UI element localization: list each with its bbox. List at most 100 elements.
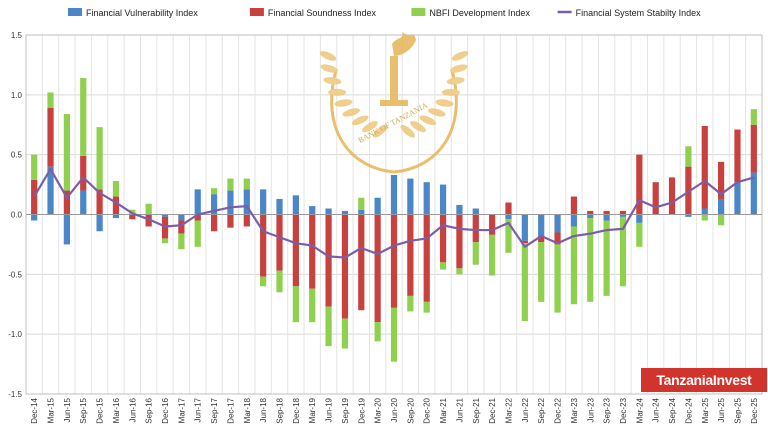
x-tick-label: Sep-16: [145, 397, 154, 423]
bar-segment: [210, 214, 218, 232]
bar-segment: [325, 214, 332, 307]
bar-segment: [718, 198, 725, 215]
x-tick-label: Dec-15: [96, 397, 105, 423]
bar-segment: [292, 214, 299, 287]
bar-segment: [587, 214, 594, 219]
x-tick-label: Dec-23: [619, 397, 628, 423]
bar-segment: [505, 219, 512, 253]
x-tick-label: Mar-24: [635, 397, 644, 423]
bar-segment: [701, 125, 708, 209]
x-tick-label: Jun-25: [717, 397, 726, 422]
bar-segment: [276, 214, 283, 271]
bar-segment: [570, 214, 578, 227]
bar-segment: [210, 194, 218, 215]
bar-segment: [178, 220, 185, 234]
torch-flame-icon: [392, 32, 416, 56]
bar-segment: [276, 198, 283, 215]
bar-segment: [31, 179, 38, 215]
bar-segment: [341, 318, 349, 349]
laurel-leaf: [441, 88, 460, 96]
x-tick-label: Sep-15: [79, 397, 88, 423]
bar-segment: [407, 295, 414, 312]
laurel-leaf: [351, 115, 369, 126]
bar-segment: [423, 214, 430, 302]
laurel-leaf: [451, 51, 469, 61]
bar-segment: [96, 127, 103, 190]
bar-segment: [456, 268, 463, 275]
bar-segment: [390, 214, 398, 308]
bar-segment: [554, 244, 561, 313]
bar-segment: [341, 214, 349, 319]
bar-segment: [325, 208, 332, 215]
bar-segment: [734, 129, 741, 183]
x-tick-label: Mar-20: [374, 397, 383, 423]
x-tick-label: Dec-21: [488, 397, 497, 423]
bar-segment: [521, 214, 528, 241]
laurel-leaf: [410, 121, 426, 133]
bar-segment: [260, 189, 267, 215]
bar-segment: [260, 214, 267, 277]
bar-segment: [63, 214, 70, 245]
y-tick-label: -1.5: [8, 390, 22, 399]
bar-segment: [178, 233, 185, 250]
x-tick-label: Sep-21: [472, 397, 481, 423]
stability-index-line: [33, 167, 755, 259]
bar-segment: [47, 107, 54, 167]
torch-base-icon: [380, 100, 408, 106]
bar-segment: [161, 238, 169, 244]
torch-handle-icon: [390, 56, 398, 100]
x-tick-label: Mar-22: [504, 397, 513, 423]
bar-segment: [521, 240, 528, 244]
bar-segment: [734, 182, 741, 215]
x-tick-label: Mar-18: [243, 397, 252, 423]
bar-segment: [619, 210, 627, 215]
x-tick-label: Sep-17: [210, 397, 219, 423]
laurel-leaf: [400, 124, 415, 138]
bar-segment: [718, 214, 725, 226]
x-tick-label: Dec-22: [554, 397, 563, 423]
x-tick-label: Jun-15: [63, 397, 72, 422]
x-tick-label: Dec-19: [357, 397, 366, 423]
x-tick-label: Jun-20: [390, 397, 399, 422]
bar-segment: [636, 154, 643, 215]
bank-of-tanzania-watermark: BANK OF TANZANIA: [319, 32, 469, 174]
bar-segment: [701, 208, 708, 215]
bar-segment: [112, 196, 120, 215]
bar-segment: [178, 214, 185, 221]
bar-segment: [750, 172, 757, 215]
bar-segment: [685, 146, 692, 167]
bar-segment: [521, 243, 528, 322]
legend-label: Financial Soundness Index: [268, 8, 377, 18]
laurel-leaf: [334, 99, 353, 107]
bar-segment: [31, 154, 38, 180]
stability-line: [33, 167, 755, 259]
bar-segment: [243, 189, 250, 215]
legend-label: Financial System Stabilty Index: [576, 8, 702, 18]
bar-segment: [358, 214, 365, 311]
bar-segment: [309, 288, 316, 323]
laurel-leaf: [450, 64, 468, 73]
bar-segment: [309, 206, 316, 215]
bar-segment: [80, 190, 87, 215]
bar-segment: [243, 178, 250, 190]
axes: 1.5 1.0 0.5 0.0 -0.5 -1.0 -1.5 Dec-14 Mar-15 Jun-…: [8, 31, 763, 424]
bar-segment: [292, 195, 299, 215]
x-tick-label: Mar-23: [570, 397, 579, 423]
bar-segment: [718, 161, 725, 199]
x-tick-label: Mar-17: [177, 397, 186, 423]
bar-segment: [472, 242, 479, 265]
bar-segment: [570, 196, 578, 215]
bar-segment: [489, 234, 496, 276]
x-tick-label: Sep-20: [406, 397, 415, 423]
laurel-leaves-icon: [319, 51, 469, 138]
x-tick-label: Jun-24: [652, 397, 661, 422]
x-tick-label: Mar-21: [439, 397, 448, 423]
laurel-leaf: [342, 108, 360, 117]
bar-segment: [554, 214, 561, 233]
bar-segment: [603, 210, 610, 215]
bar-segment: [423, 182, 430, 215]
bar-segment: [603, 214, 610, 221]
bar-segment: [619, 214, 627, 217]
laurel-leaf: [362, 121, 378, 133]
